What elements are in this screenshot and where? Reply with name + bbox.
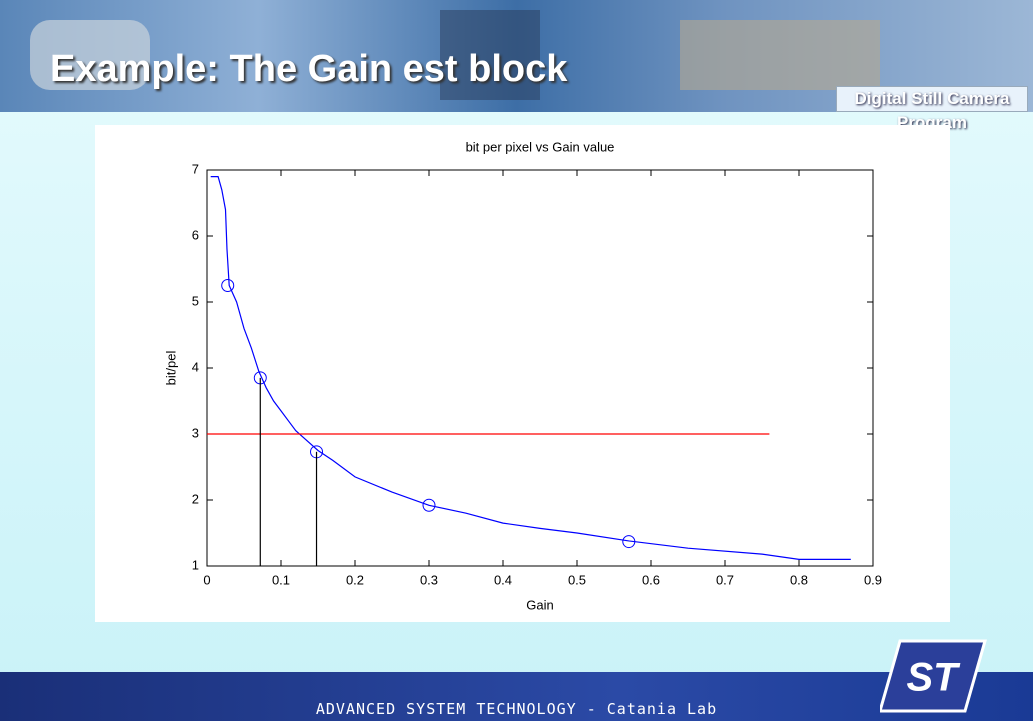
- x-tick-label: 0: [203, 572, 210, 587]
- x-axis-label: Gain: [526, 597, 553, 612]
- y-tick-label: 7: [192, 161, 199, 176]
- x-tick-label: 0.3: [420, 572, 438, 587]
- footer-text: ADVANCED SYSTEM TECHNOLOGY - Catania Lab: [0, 700, 1033, 718]
- y-tick-label: 1: [192, 557, 199, 572]
- st-logo: ST: [880, 636, 990, 716]
- y-tick-label: 4: [192, 359, 199, 374]
- footer-bar: ADVANCED SYSTEM TECHNOLOGY - Catania Lab: [0, 672, 1033, 721]
- y-axis-label: bit/pel: [163, 351, 178, 386]
- svg-text:ST: ST: [906, 656, 961, 700]
- chart: bit per pixel vs Gain value Gain bit/pel…: [0, 0, 1033, 721]
- y-tick-label: 2: [192, 491, 199, 506]
- x-tick-label: 0.9: [864, 572, 882, 587]
- x-tick-label: 0.4: [494, 572, 512, 587]
- x-tick-label: 0.7: [716, 572, 734, 587]
- slide: Example: The Gain est block Digital Stil…: [0, 0, 1033, 721]
- chart-title: bit per pixel vs Gain value: [466, 139, 615, 154]
- x-tick-label: 0.5: [568, 572, 586, 587]
- x-tick-label: 0.2: [346, 572, 364, 587]
- y-tick-label: 5: [192, 293, 199, 308]
- x-tick-label: 0.1: [272, 572, 290, 587]
- y-tick-label: 3: [192, 425, 199, 440]
- y-tick-label: 6: [192, 227, 199, 242]
- x-tick-label: 0.8: [790, 572, 808, 587]
- x-tick-label: 0.6: [642, 572, 660, 587]
